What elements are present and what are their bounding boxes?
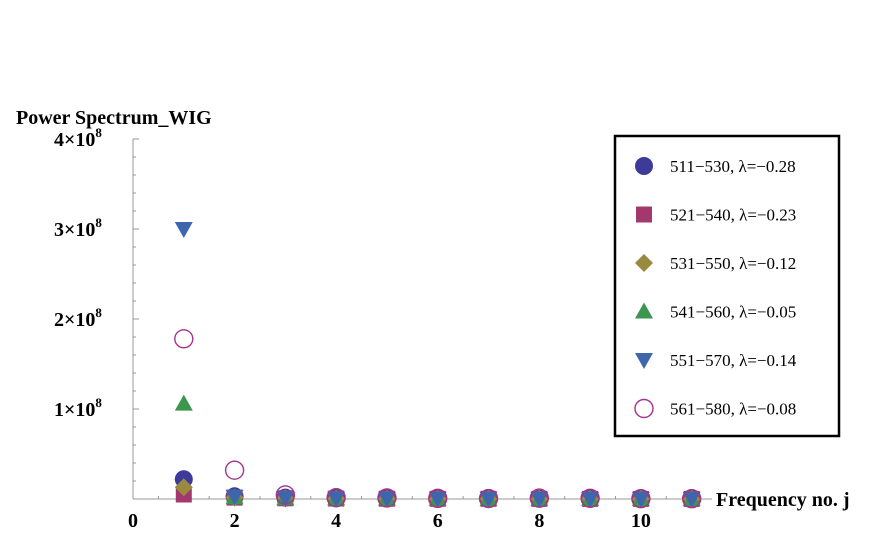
data-point bbox=[529, 488, 550, 508]
legend-marker bbox=[635, 254, 653, 272]
data-point bbox=[631, 491, 650, 508]
legend-marker bbox=[635, 353, 653, 369]
legend-marker bbox=[635, 157, 653, 175]
x-tick-label: 4 bbox=[331, 510, 341, 532]
data-point bbox=[276, 491, 295, 508]
y-tick-label: 1×108 bbox=[54, 395, 102, 421]
legend: 511−530, λ=−0.28 521−540, λ=−0.23 531−550,… bbox=[613, 134, 841, 438]
data-point bbox=[631, 488, 651, 509]
data-point bbox=[174, 329, 194, 349]
x-axis-title: Frequency no. j bbox=[716, 489, 850, 511]
data-point bbox=[377, 491, 396, 508]
data-point bbox=[224, 460, 245, 480]
legend-marker bbox=[636, 206, 652, 223]
x-tick-label: 8 bbox=[534, 510, 544, 532]
series-5 bbox=[174, 222, 701, 508]
legend-label: 511−530, λ=−0.28 bbox=[670, 157, 796, 176]
x-tick-label: 6 bbox=[433, 510, 443, 532]
data-point bbox=[478, 488, 499, 509]
data-point bbox=[479, 491, 498, 508]
x-tick-label: 10 bbox=[631, 510, 651, 532]
data-point bbox=[326, 487, 346, 508]
axes: 0 2 4 6 8 10 1×108 2×108 3×108 4×108 bbox=[54, 125, 712, 532]
data-point bbox=[428, 488, 448, 509]
data-point bbox=[580, 488, 600, 508]
data-points bbox=[174, 222, 702, 509]
data-point bbox=[174, 222, 193, 238]
data-point bbox=[428, 491, 447, 508]
data-point bbox=[275, 485, 296, 505]
legend-frame bbox=[613, 134, 841, 438]
legend-label: 521−540, λ=−0.23 bbox=[670, 206, 796, 225]
y-tick-label: 2×108 bbox=[54, 305, 102, 331]
data-point bbox=[225, 489, 244, 506]
x-tick-label: 2 bbox=[230, 510, 240, 532]
legend-label: 541−560, λ=−0.05 bbox=[670, 303, 796, 322]
data-point bbox=[530, 491, 549, 508]
data-point bbox=[377, 488, 397, 508]
data-point bbox=[174, 394, 193, 411]
legend-marker bbox=[634, 398, 654, 419]
y-tick-label: 3×108 bbox=[54, 215, 102, 241]
data-point bbox=[681, 489, 702, 509]
y-tick-label: 4×108 bbox=[54, 125, 102, 151]
legend-marker bbox=[635, 302, 653, 319]
x-tick-label: 0 bbox=[128, 510, 138, 532]
data-point bbox=[327, 491, 346, 508]
series-6 bbox=[174, 329, 702, 509]
data-point bbox=[174, 478, 193, 497]
legend-label: 531−550, λ=−0.12 bbox=[670, 254, 796, 273]
legend-label: 551−570, λ=−0.14 bbox=[670, 351, 797, 370]
legend-label: 561−580, λ=−0.08 bbox=[670, 400, 796, 419]
data-point bbox=[581, 491, 600, 508]
data-point bbox=[682, 491, 701, 508]
y-axis-title: Power Spectrum_WIG bbox=[16, 107, 212, 129]
